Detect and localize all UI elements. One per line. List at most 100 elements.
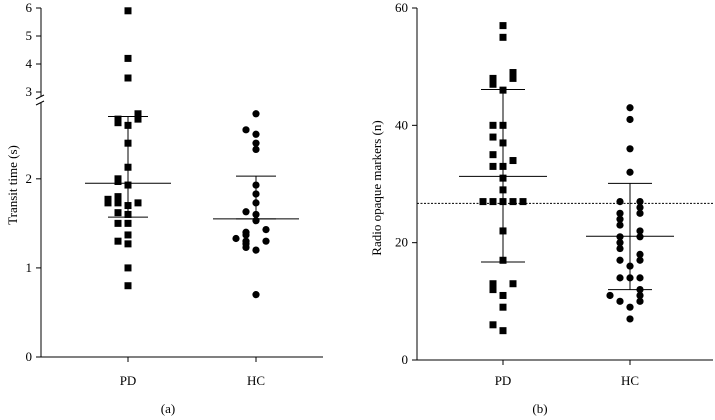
data-point-square (114, 175, 122, 183)
data-point-square (509, 69, 517, 77)
y-tick-label-b: 20 (395, 235, 408, 250)
data-point-square (124, 54, 132, 62)
data-point-circle (636, 297, 644, 305)
y-tick-label-a: 3 (26, 84, 33, 99)
data-point-square (104, 195, 112, 203)
data-point-circle (616, 221, 624, 229)
data-point-square (114, 209, 122, 217)
data-point-circle (262, 226, 270, 234)
data-point-square (489, 198, 497, 206)
data-point-circle (242, 237, 250, 245)
data-point-circle (252, 110, 260, 118)
data-point-square (134, 199, 142, 207)
data-point-square (489, 133, 497, 141)
data-point-circle (626, 145, 634, 153)
data-point-square (489, 162, 497, 170)
y-tick-label-b: 60 (395, 0, 408, 15)
data-point-square (124, 7, 132, 15)
data-point-square (124, 74, 132, 82)
y-axis-label-b: Radio opaque markers (n) (369, 120, 384, 255)
data-point-circle (252, 291, 260, 299)
data-point-circle (636, 291, 644, 300)
data-point-circle (636, 209, 644, 217)
x-tick-label-b: HC (621, 373, 639, 388)
data-point-circle (242, 228, 250, 236)
data-point-circle (616, 209, 624, 217)
data-point-circle (242, 208, 250, 216)
data-point-square (509, 74, 517, 82)
data-point-circle (232, 234, 240, 243)
data-point-square (134, 110, 142, 118)
data-point-square (124, 231, 132, 239)
data-point-circle (626, 104, 634, 112)
data-point-square (489, 74, 497, 82)
panel-label-a: (a) (161, 401, 175, 416)
data-point-square (499, 303, 507, 311)
data-point-square (499, 327, 507, 335)
data-point-square (124, 240, 132, 248)
y-tick-label-a: 5 (26, 28, 33, 43)
y-tick-label-b: 40 (395, 117, 408, 132)
y-tick-label-b: 0 (402, 352, 409, 367)
data-point-circle (252, 246, 260, 254)
data-point-circle (616, 256, 624, 264)
data-point-square (499, 22, 507, 30)
data-point-circle (262, 237, 270, 245)
data-point-circle (636, 227, 644, 235)
data-point-circle (636, 233, 644, 241)
data-point-circle (636, 256, 644, 264)
data-point-square (519, 198, 527, 206)
data-point-square (114, 119, 122, 127)
x-tick-label-a: HC (247, 373, 265, 388)
data-point-circle (636, 203, 644, 212)
axis-break-mark-a (35, 94, 45, 100)
data-point-square (114, 237, 122, 245)
data-point-square (509, 198, 517, 206)
data-point-circle (252, 145, 260, 154)
data-point-circle (626, 115, 634, 124)
data-point-square (124, 219, 132, 227)
data-point-circle (242, 126, 250, 134)
data-point-circle (252, 130, 260, 138)
data-point-square (134, 115, 142, 123)
data-point-square (489, 151, 497, 159)
data-point-circle (626, 303, 634, 311)
data-point-square (114, 199, 122, 207)
data-point-square (499, 291, 507, 299)
y-tick-label-a: 0 (26, 349, 33, 364)
panel-label-b: (b) (532, 401, 547, 416)
data-point-circle (606, 291, 614, 300)
data-point-circle (252, 139, 260, 147)
data-point-circle (616, 233, 624, 241)
data-point-circle (616, 198, 624, 206)
data-point-circle (616, 244, 624, 253)
y-tick-label-a: 6 (26, 0, 33, 15)
data-point-circle (616, 239, 624, 247)
data-point-circle (616, 274, 624, 282)
data-point-square (489, 280, 497, 288)
data-point-square (104, 199, 112, 207)
data-point-circle (626, 315, 634, 323)
x-tick-label-a: PD (120, 373, 137, 388)
data-point-square (114, 193, 122, 201)
data-point-square (114, 115, 122, 123)
data-point-square (489, 286, 497, 294)
y-tick-label-a: 1 (26, 260, 33, 275)
data-point-circle (636, 198, 644, 206)
axis-break-mark-a (35, 100, 45, 106)
data-point-square (489, 80, 497, 88)
data-point-square (479, 198, 487, 206)
data-point-circle (616, 215, 624, 223)
data-point-circle (626, 168, 634, 176)
data-point-circle (616, 297, 624, 305)
data-point-circle (636, 250, 644, 258)
data-point-square (489, 321, 497, 329)
data-point-square (114, 219, 122, 227)
y-axis-label-a: Transit time (s) (5, 145, 20, 225)
data-point-square (124, 282, 132, 290)
x-tick-label-b: PD (495, 373, 512, 388)
data-point-square (499, 33, 507, 41)
data-point-square (489, 121, 497, 129)
data-point-circle (636, 274, 644, 282)
